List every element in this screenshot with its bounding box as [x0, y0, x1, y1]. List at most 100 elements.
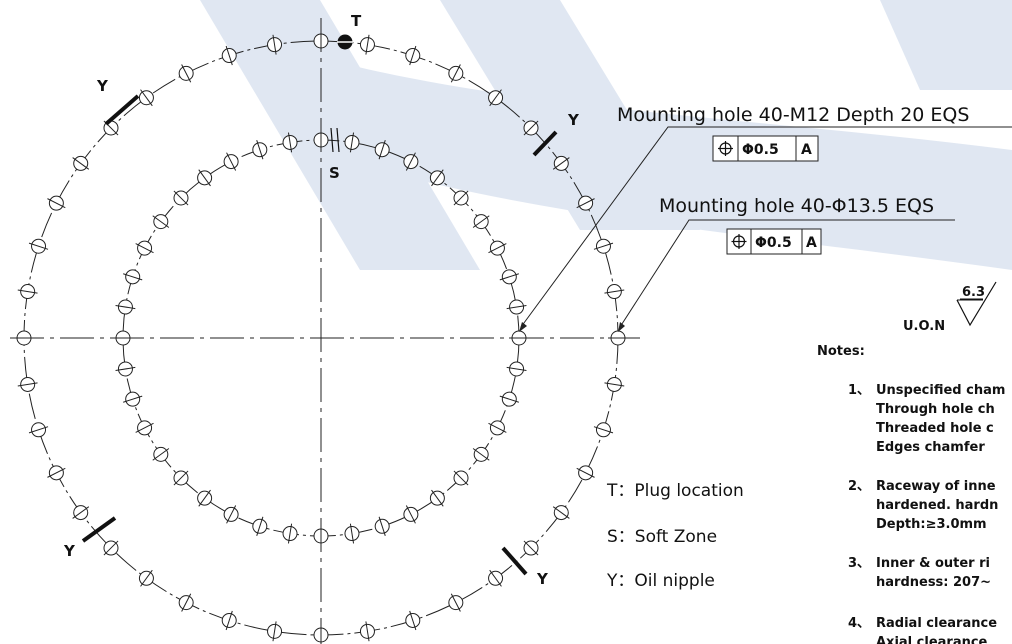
oil-nipple-top-left [104, 94, 140, 126]
mounting-hole [14, 330, 34, 346]
position-tolerance-icon [718, 141, 733, 156]
mounting-hole [197, 489, 213, 507]
leader-lines [519, 126, 1012, 332]
inner-leader-arrow [618, 322, 625, 332]
oil-nipple-bottom-right [501, 546, 528, 576]
mounting-hole [576, 195, 595, 211]
mounting-hole [344, 132, 360, 153]
mounting-hole [313, 526, 329, 546]
mounting-hole [488, 420, 507, 436]
note-line: Through hole ch [876, 402, 995, 417]
mounting-hole [488, 569, 504, 587]
note-line: Depth:≥3.0mm [876, 517, 987, 532]
mounting-hole [593, 422, 614, 438]
mounting-hole [28, 238, 49, 254]
note-line: Edges chamfer [876, 440, 985, 455]
mounting-hole [72, 155, 90, 171]
mounting-hole [123, 391, 143, 407]
mounting-hole [453, 190, 469, 206]
mounting-hole [113, 330, 133, 346]
mounting-hole [576, 465, 595, 481]
mounting-hole [523, 540, 539, 556]
oil-nipple-top-right [532, 130, 558, 157]
watermark-swoosh [330, 60, 1012, 270]
mounting-hole [173, 190, 189, 206]
mounting-hole [313, 130, 329, 150]
inner-hole-callout: Mounting hole 40-Φ13.5 EQS [659, 195, 934, 217]
mounting-hole [488, 89, 504, 107]
mounting-hole [17, 284, 38, 300]
outer-feature-control-frame: Φ0.5 A [712, 135, 819, 162]
marker-label-y: Y [96, 77, 109, 95]
mounting-hole [197, 169, 213, 187]
mounting-hole [115, 299, 136, 315]
legend-item: S：Soft Zone [607, 527, 717, 547]
mounting-hole [506, 361, 527, 377]
oil-nipple-bottom-left [81, 516, 117, 543]
note-line: Radial clearance [876, 616, 997, 631]
mounting-hole [472, 214, 490, 230]
mounting-hole [313, 31, 329, 51]
mounting-hole [267, 34, 283, 55]
legend-key: Y： [606, 571, 634, 591]
note-line: hardened. hardn [876, 498, 998, 513]
mounting-hole [223, 152, 239, 171]
mounting-hole [593, 238, 614, 254]
outer-hole-callout: Mounting hole 40-M12 Depth 20 EQS [617, 104, 969, 126]
note-number: 1、 [848, 383, 870, 398]
mounting-hole [499, 391, 519, 407]
marker-label-y: Y [567, 111, 580, 129]
mounting-hole [138, 89, 154, 107]
fcf-datum: A [801, 142, 812, 158]
notes-block: Notes: 1、 Unspecified cham Through hole … [817, 344, 1005, 644]
note-number: 3、 [848, 556, 870, 571]
mounting-hole [28, 422, 49, 438]
mounting-hole [552, 505, 570, 521]
mounting-hole [135, 240, 154, 256]
legend-key: S： [607, 527, 635, 547]
marker-label-s: S [329, 164, 340, 182]
legend-text: Soft Zone [635, 527, 717, 547]
marker-label-t: T [351, 12, 362, 30]
soft-zone-tick [330, 127, 334, 153]
mounting-hole [374, 140, 390, 160]
mounting-hole [604, 376, 625, 392]
roughness-check-icon [956, 281, 997, 327]
watermark-shape-right [880, 0, 1012, 90]
mounting-hole [252, 140, 268, 160]
mounting-hole [282, 132, 298, 153]
legend-item: Y：Oil nipple [606, 571, 715, 591]
note-line: Unspecified cham [876, 383, 1005, 398]
mounting-hole [221, 610, 237, 631]
mounting-hole [472, 446, 490, 462]
note-line: hardness: 207~ [876, 575, 991, 590]
mounting-hole [178, 64, 194, 83]
mounting-hole [403, 152, 419, 171]
mounting-hole [405, 610, 421, 631]
plug-location-marker: T [337, 12, 362, 50]
mounting-hole [47, 465, 66, 481]
soft-zone-tick [336, 127, 340, 153]
mounting-hole [359, 34, 375, 55]
legend-item: T：Plug location [606, 481, 744, 501]
mounting-hole [453, 470, 469, 486]
mounting-hole [47, 195, 66, 211]
marker-legend: T：Plug location S：Soft Zone Y：Oil nipple [606, 481, 744, 591]
outer-callout-leader [520, 126, 1012, 328]
mounting-hole [509, 330, 529, 346]
mounting-hole [405, 45, 421, 66]
mounting-hole [499, 269, 519, 285]
oil-nipple-markers: Y Y Y Y [63, 77, 580, 588]
mounting-hole [267, 621, 283, 642]
mounting-hole [17, 376, 38, 392]
marker-label-y: Y [536, 570, 549, 588]
mounting-hole [135, 420, 154, 436]
legend-key: T： [606, 481, 634, 501]
watermark-shape-left [200, 0, 480, 270]
marker-label-y: Y [63, 542, 76, 560]
mounting-hole [506, 299, 527, 315]
mounting-hole [552, 155, 570, 171]
notes-title: Notes: [817, 344, 865, 359]
mounting-hole [374, 516, 390, 536]
surface-roughness-symbol: U.O.N 6.3 [903, 281, 997, 334]
